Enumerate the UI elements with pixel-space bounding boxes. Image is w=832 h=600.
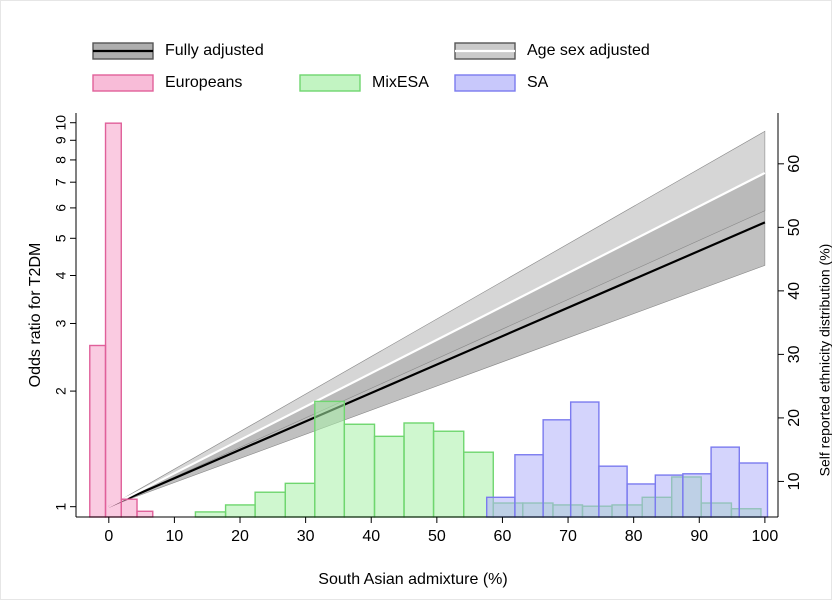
x-tick-label: 40 <box>362 528 380 545</box>
histogram-bar <box>373 435 405 518</box>
x-tick-label: 50 <box>428 528 446 545</box>
x-tick-label: 90 <box>690 528 708 545</box>
histogram-bar <box>432 430 465 518</box>
y-tick-label: 10 <box>53 115 69 131</box>
histogram-bar <box>682 473 712 518</box>
x-axis-label: South Asian admixture (%) <box>318 571 507 588</box>
histogram-bar <box>104 122 122 518</box>
histogram-bar <box>710 446 740 518</box>
histogram-bar <box>89 344 107 518</box>
x-tick-label: 20 <box>231 528 249 545</box>
y-tick-label: 8 <box>53 156 69 164</box>
ci-band <box>108 130 766 507</box>
histogram-bar <box>120 498 138 518</box>
x-tick-label: 70 <box>559 528 577 545</box>
y-tick-label: 4 <box>53 271 69 279</box>
histogram-bar <box>254 491 286 518</box>
y-tick-label: 5 <box>53 234 69 242</box>
y-tick-label: 2 <box>53 387 69 395</box>
legend-swatch <box>92 74 154 92</box>
histogram-bar <box>598 465 628 518</box>
histogram-bar <box>569 401 600 518</box>
histogram-bar <box>654 474 684 518</box>
y-tick-label: 3 <box>53 319 69 327</box>
histogram-bar <box>224 504 256 518</box>
legend-swatch <box>454 74 516 92</box>
legend-label: Europeans <box>165 74 242 91</box>
y2-tick-label: 30 <box>786 345 803 363</box>
y2-tick-label: 10 <box>786 472 803 490</box>
x-tick-label: 100 <box>752 528 779 545</box>
y-tick-label: 1 <box>53 503 69 511</box>
y2-tick-label: 40 <box>786 282 803 300</box>
legend-label: Age sex adjusted <box>527 42 650 59</box>
histogram-bar <box>314 400 346 518</box>
y-axis-label: Odds ratio for T2DM <box>27 243 44 388</box>
x-tick-label: 60 <box>494 528 512 545</box>
x-tick-label: 80 <box>625 528 643 545</box>
histogram-bar <box>738 462 769 518</box>
histogram-bar <box>626 483 657 518</box>
x-tick-label: 0 <box>104 528 113 545</box>
legend-label: SA <box>527 74 549 91</box>
legend-label: Fully adjusted <box>165 42 264 59</box>
line <box>108 221 766 508</box>
histogram-bar <box>403 422 435 518</box>
histogram-bar <box>343 423 376 518</box>
line <box>108 171 766 508</box>
histogram-bar <box>136 510 154 518</box>
histogram-bar <box>284 482 316 518</box>
y2-tick-label: 60 <box>786 155 803 173</box>
legend-swatch <box>299 74 361 92</box>
x-tick-label: 10 <box>166 528 184 545</box>
histogram-bar <box>194 511 227 518</box>
x-tick-label: 30 <box>297 528 315 545</box>
y-tick-label: 6 <box>53 204 69 212</box>
y2-axis-label: Self reported ethnicity distribution (%) <box>817 244 832 477</box>
y2-tick-label: 20 <box>786 409 803 427</box>
y2-tick-label: 50 <box>786 218 803 236</box>
histogram-bar <box>514 454 544 518</box>
y-tick-label: 7 <box>53 178 69 186</box>
histogram-bar <box>542 419 572 518</box>
legend-label: MixESA <box>372 74 429 91</box>
histogram-bar <box>486 496 516 518</box>
y-tick-label: 9 <box>53 136 69 144</box>
